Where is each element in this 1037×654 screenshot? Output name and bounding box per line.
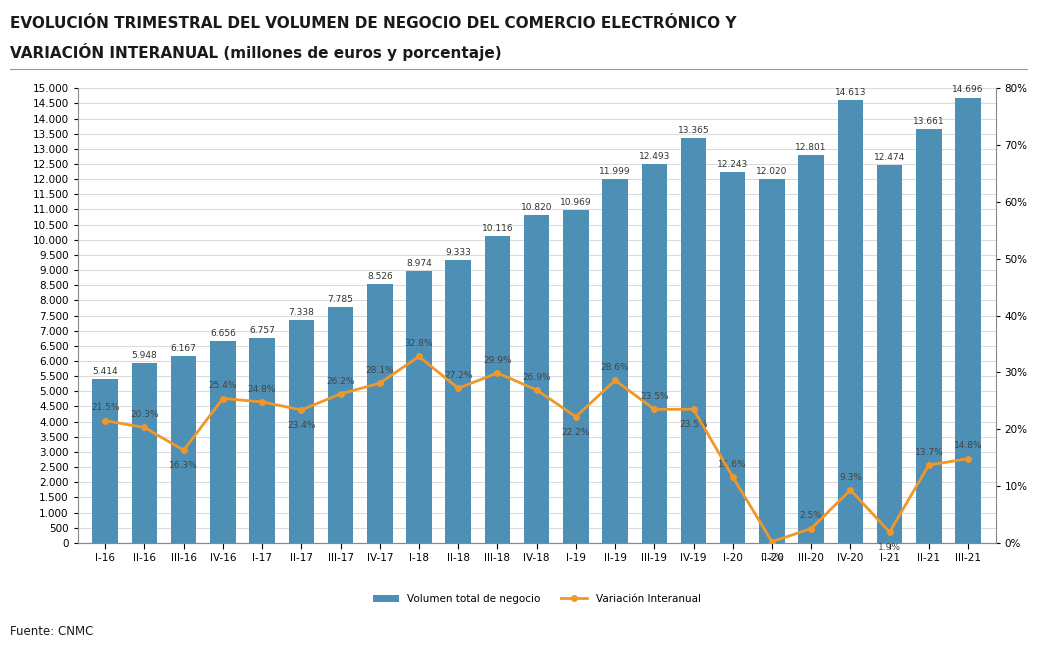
Bar xyxy=(916,129,942,543)
Text: 23.4%: 23.4% xyxy=(287,421,315,430)
Bar xyxy=(720,172,746,543)
Bar xyxy=(642,164,667,543)
Bar xyxy=(602,179,627,543)
Text: 8.974: 8.974 xyxy=(407,259,431,268)
Bar xyxy=(328,307,354,543)
Bar xyxy=(955,97,981,543)
Text: 7.338: 7.338 xyxy=(288,309,314,317)
Text: 29.9%: 29.9% xyxy=(483,356,511,365)
Text: 28.1%: 28.1% xyxy=(365,366,394,375)
Text: 11.999: 11.999 xyxy=(599,167,630,176)
Text: 10.116: 10.116 xyxy=(481,224,513,233)
Text: 12.801: 12.801 xyxy=(795,143,826,152)
Text: 12.474: 12.474 xyxy=(874,153,905,162)
Text: 11.6%: 11.6% xyxy=(719,460,747,468)
Text: 25.4%: 25.4% xyxy=(208,381,237,390)
Text: 16.3%: 16.3% xyxy=(169,461,198,470)
Text: 2.5%: 2.5% xyxy=(800,511,822,521)
Bar xyxy=(798,155,824,543)
Text: 23.5%: 23.5% xyxy=(640,392,669,401)
Text: 6.757: 6.757 xyxy=(249,326,275,335)
Bar xyxy=(288,320,314,543)
Bar xyxy=(877,165,902,543)
Text: 8.526: 8.526 xyxy=(367,273,393,281)
Text: 5.414: 5.414 xyxy=(92,367,118,376)
Text: 14.696: 14.696 xyxy=(952,86,984,94)
Bar xyxy=(211,341,235,543)
Text: 12.243: 12.243 xyxy=(718,160,749,169)
Bar xyxy=(407,271,431,543)
Bar xyxy=(367,284,393,543)
Text: 9.333: 9.333 xyxy=(445,248,471,257)
Text: 14.613: 14.613 xyxy=(835,88,866,97)
Bar xyxy=(484,236,510,543)
Text: 6.656: 6.656 xyxy=(209,329,235,338)
Text: 10.820: 10.820 xyxy=(521,203,553,212)
Text: 22.2%: 22.2% xyxy=(562,428,590,437)
Bar xyxy=(838,100,863,543)
Text: Fuente: CNMC: Fuente: CNMC xyxy=(10,625,93,638)
Bar xyxy=(171,356,196,543)
Bar xyxy=(92,379,118,543)
Text: 28.6%: 28.6% xyxy=(600,363,629,372)
Text: 0.2%: 0.2% xyxy=(760,553,783,562)
Text: 13.7%: 13.7% xyxy=(915,447,944,456)
Text: 10.969: 10.969 xyxy=(560,198,592,207)
Text: 12.493: 12.493 xyxy=(639,152,670,162)
Text: 13.661: 13.661 xyxy=(913,117,945,126)
Bar xyxy=(249,338,275,543)
Text: 12.020: 12.020 xyxy=(756,167,788,175)
Text: 23.5%: 23.5% xyxy=(679,421,708,430)
Text: 21.5%: 21.5% xyxy=(91,404,119,412)
Bar xyxy=(132,362,158,543)
Bar xyxy=(680,138,706,543)
Text: 32.8%: 32.8% xyxy=(404,339,433,348)
Bar xyxy=(524,215,550,543)
Text: EVOLUCIÓN TRIMESTRAL DEL VOLUMEN DE NEGOCIO DEL COMERCIO ELECTRÓNICO Y: EVOLUCIÓN TRIMESTRAL DEL VOLUMEN DE NEGO… xyxy=(10,16,737,31)
Bar xyxy=(759,179,785,543)
Text: 24.8%: 24.8% xyxy=(248,385,276,394)
Text: 20.3%: 20.3% xyxy=(130,410,159,419)
Text: 9.3%: 9.3% xyxy=(839,473,862,481)
Text: VARIACIÓN INTERANUAL (millones de euros y porcentaje): VARIACIÓN INTERANUAL (millones de euros … xyxy=(10,43,502,61)
Text: 6.167: 6.167 xyxy=(171,344,197,353)
Text: 14.8%: 14.8% xyxy=(954,441,982,451)
Text: 1.9%: 1.9% xyxy=(878,543,901,552)
Text: 7.785: 7.785 xyxy=(328,295,354,304)
Text: 26.9%: 26.9% xyxy=(523,373,551,382)
Text: 27.2%: 27.2% xyxy=(444,371,473,380)
Bar xyxy=(446,260,471,543)
Text: 5.948: 5.948 xyxy=(132,351,158,360)
Text: 26.2%: 26.2% xyxy=(327,377,355,386)
Text: 13.365: 13.365 xyxy=(678,126,709,135)
Bar xyxy=(563,211,589,543)
Legend: Volumen total de negocio, Variación Interanual: Volumen total de negocio, Variación Inte… xyxy=(368,590,705,608)
